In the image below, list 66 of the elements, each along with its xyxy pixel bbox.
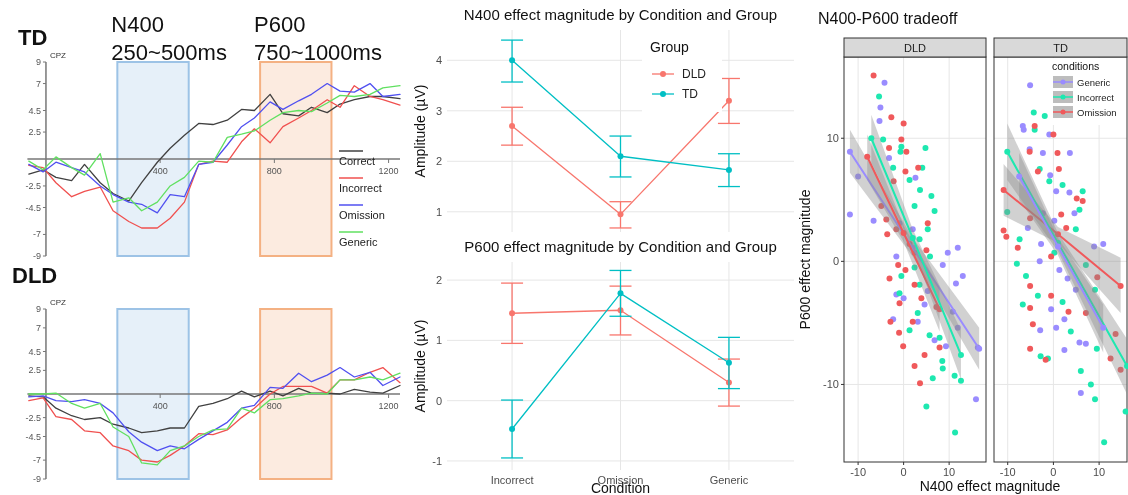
y-tick-label: -10 bbox=[823, 378, 839, 391]
y-tick-label: 4.5 bbox=[28, 346, 41, 357]
x-tick-label: 400 bbox=[152, 401, 168, 411]
y-tick-label: 2 bbox=[435, 155, 442, 168]
y-tick-label: -2.5 bbox=[25, 412, 41, 423]
legend-title: Group bbox=[650, 39, 690, 55]
chart-title: N400-P600 tradeoff bbox=[818, 10, 958, 27]
y-tick-label: -4.5 bbox=[25, 431, 41, 442]
y-tick-label: 0 bbox=[832, 255, 839, 268]
x-tick-label: 1200 bbox=[378, 166, 399, 176]
chart-title: N400 effect magnitude by Condition and Group bbox=[463, 6, 778, 23]
y-axis-title: CPZ bbox=[49, 51, 67, 60]
x-tick-label: 10 bbox=[1093, 466, 1106, 478]
x-tick-label: Generic bbox=[709, 474, 749, 486]
chart-title: P600 effect magnitude by Condition and Group bbox=[464, 238, 777, 255]
legend-label: Generic bbox=[1077, 76, 1111, 88]
band-label: N400 250~500ms bbox=[111, 12, 227, 65]
y-tick-label: -7 bbox=[32, 455, 41, 466]
y-tick-label: 3 bbox=[435, 104, 442, 117]
y-tick-label: 9 bbox=[35, 57, 41, 67]
y-tick-label: 2 bbox=[435, 274, 442, 287]
y-tick-label: 1 bbox=[435, 334, 442, 347]
chart-title: TD bbox=[18, 25, 48, 50]
legend-label: Generic bbox=[339, 236, 379, 248]
x-axis-title: N400 effect magnitude bbox=[919, 478, 1061, 494]
y-tick-label: 9 bbox=[35, 304, 41, 314]
y-tick-label: -7 bbox=[32, 229, 41, 240]
legend-label: Omission bbox=[1077, 106, 1117, 118]
x-tick-label: 800 bbox=[266, 401, 282, 411]
y-tick-label: 4.5 bbox=[28, 105, 41, 116]
y-tick-label: -4.5 bbox=[25, 202, 41, 213]
x-tick-label: 10 bbox=[943, 466, 956, 478]
legend-label: Correct bbox=[339, 155, 376, 167]
chart-title: DLD bbox=[12, 263, 58, 288]
legend-title: conditions bbox=[1052, 60, 1100, 72]
y-tick-label: -1 bbox=[432, 454, 442, 467]
x-tick-label: Incorrect bbox=[490, 474, 534, 486]
x-tick-label: 1200 bbox=[378, 401, 399, 411]
x-tick-label: -10 bbox=[850, 466, 867, 478]
y-tick-label: 10 bbox=[826, 132, 839, 145]
legend-label: TD bbox=[682, 87, 699, 101]
chart-subtitle: TD bbox=[1053, 41, 1068, 54]
y-tick-label: -9 bbox=[32, 474, 41, 484]
legend-label: Incorrect bbox=[339, 182, 382, 194]
x-tick-label: 0 bbox=[1050, 466, 1057, 478]
y-axis-title: CPZ bbox=[49, 298, 67, 307]
y-axis-title: P600 effect magnitude bbox=[797, 189, 813, 330]
y-tick-label: 4 bbox=[435, 54, 442, 67]
y-tick-label: 1 bbox=[435, 205, 442, 218]
x-tick-label: 400 bbox=[152, 166, 168, 176]
legend-label: Omission bbox=[339, 209, 385, 221]
y-axis-title: Amplitude (µV) bbox=[412, 84, 428, 178]
y-axis-title: Amplitude (µV) bbox=[412, 319, 428, 413]
y-tick-label: -2.5 bbox=[25, 180, 41, 191]
y-tick-label: 2.5 bbox=[28, 127, 41, 138]
chart-subtitle: DLD bbox=[903, 41, 927, 54]
y-tick-label: -9 bbox=[32, 251, 41, 261]
x-tick-label: 0 bbox=[900, 466, 907, 478]
y-tick-label: 2.5 bbox=[28, 365, 41, 376]
legend-label: Incorrect bbox=[1077, 91, 1115, 103]
band-label: P600 750~1000ms bbox=[254, 12, 382, 65]
y-tick-label: 7 bbox=[35, 78, 41, 89]
x-tick-label: 800 bbox=[266, 166, 282, 176]
legend-label: DLD bbox=[682, 67, 707, 81]
y-tick-label: 7 bbox=[35, 322, 41, 333]
x-tick-label: -10 bbox=[999, 466, 1016, 478]
